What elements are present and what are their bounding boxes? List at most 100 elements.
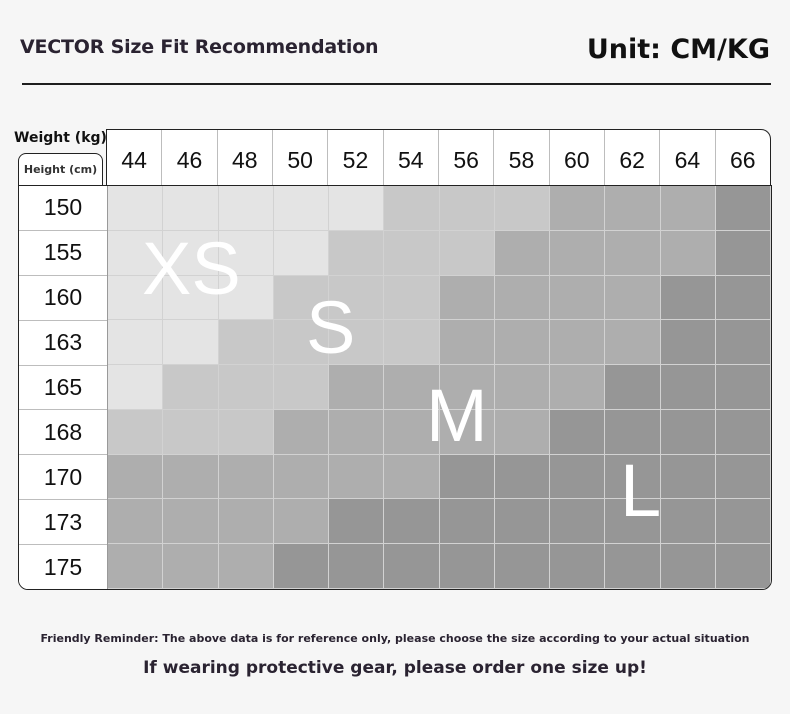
size-cell-m (605, 320, 661, 366)
size-cell-l (715, 186, 771, 231)
height-cell: 160 (19, 276, 107, 321)
size-cell-m (550, 275, 606, 321)
size-cell-l (715, 275, 771, 321)
size-cell-l (605, 365, 661, 410)
size-cell-l (660, 454, 716, 500)
size-cell-l (439, 499, 495, 545)
size-cell-s (384, 186, 440, 231)
size-label-l: L (620, 449, 662, 532)
size-cell-xs (108, 186, 164, 231)
weight-axis-label: Weight (kg) (14, 130, 107, 146)
size-cell-m (439, 275, 495, 321)
size-cell-m (273, 454, 329, 500)
height-axis-label: Height (cm) (18, 153, 103, 185)
height-cell: 150 (19, 186, 107, 231)
size-cell-xs (273, 186, 329, 231)
size-cell-s (218, 365, 274, 410)
height-cell: 165 (19, 366, 107, 411)
size-cell-s (108, 409, 164, 455)
size-cell-l (384, 499, 440, 545)
size-cell-l (605, 544, 661, 589)
size-cell-l (660, 365, 716, 410)
size-cell-l (494, 544, 550, 589)
size-cell-xs (329, 186, 385, 231)
size-cell-xs (163, 275, 219, 321)
weight-cell: 44 (107, 130, 163, 186)
height-cell: 168 (19, 410, 107, 456)
size-cell-l (715, 454, 771, 500)
size-cell-s (329, 275, 385, 321)
size-cell-m (273, 499, 329, 545)
size-cell-s (273, 275, 329, 321)
size-cell-s (163, 409, 219, 455)
size-cell-m (439, 320, 495, 366)
size-cell-xs (108, 230, 164, 276)
size-cell-m (329, 454, 385, 500)
weight-cell: 52 (328, 130, 384, 186)
size-label-m: M (426, 374, 488, 457)
size-cell-l (605, 409, 661, 455)
size-cell-l (715, 365, 771, 410)
size-cell-m (550, 230, 606, 276)
size-cell-m (494, 320, 550, 366)
size-cell-m (660, 186, 716, 231)
size-cell-m (494, 275, 550, 321)
size-cell-l (715, 230, 771, 276)
size-cell-l (550, 409, 606, 455)
size-cell-l (273, 544, 329, 589)
size-cell-l (715, 320, 771, 366)
size-cell-s (273, 320, 329, 366)
weight-cell: 66 (729, 146, 756, 173)
header-divider (22, 83, 771, 85)
height-cell: 163 (19, 321, 107, 366)
height-cell: 155 (19, 231, 107, 276)
size-cell-m (550, 186, 606, 231)
size-cell-l (550, 544, 606, 589)
weight-cell: 60 (550, 130, 605, 186)
size-cell-m (329, 409, 385, 455)
size-cell-l (494, 499, 550, 545)
size-cell-xs (218, 275, 274, 321)
size-cell-m (605, 186, 661, 231)
size-cell-s (439, 186, 495, 231)
size-cell-m (494, 365, 550, 410)
size-cell-s (494, 186, 550, 231)
size-label-xs: XS (142, 227, 241, 310)
size-cell-m (108, 499, 164, 545)
size-cell-s (329, 230, 385, 276)
size-cell-m (218, 544, 274, 589)
unit-label: Unit: CM/KG (586, 34, 770, 65)
weight-cell: 62 (605, 130, 661, 186)
size-label-s: S (306, 286, 356, 369)
height-cell: 175 (43, 553, 83, 580)
size-cell-l (660, 544, 716, 589)
size-cell-xs (273, 230, 329, 276)
size-cell-m (494, 409, 550, 455)
size-cell-m (163, 454, 219, 500)
size-cell-l (329, 544, 385, 589)
height-cell: 170 (19, 455, 107, 501)
page-title: VECTOR Size Fit Recommendation (20, 36, 379, 58)
size-cell-s (163, 365, 219, 410)
size-cell-l (439, 544, 495, 589)
size-cell-m (494, 230, 550, 276)
size-cell-s (329, 320, 385, 366)
size-cell-s (218, 409, 274, 455)
size-cell-s (439, 230, 495, 276)
size-cell-s (273, 365, 329, 410)
size-cell-m (108, 544, 164, 589)
size-cell-s (384, 320, 440, 366)
weight-cell: 64 (660, 130, 716, 186)
size-cell-s (218, 320, 274, 366)
weight-cell: 46 (162, 130, 218, 186)
size-cell-l (550, 454, 606, 500)
size-cell-m (550, 365, 606, 410)
size-cell-l (329, 499, 385, 545)
size-cell-m (384, 365, 440, 410)
size-cell-l (605, 499, 661, 545)
weight-cell: 48 (218, 130, 273, 186)
weight-cell: 58 (494, 130, 550, 186)
size-cell-m (439, 365, 495, 410)
friendly-reminder: Friendly Reminder: The above data is for… (40, 632, 750, 645)
size-cell-l (439, 454, 495, 500)
